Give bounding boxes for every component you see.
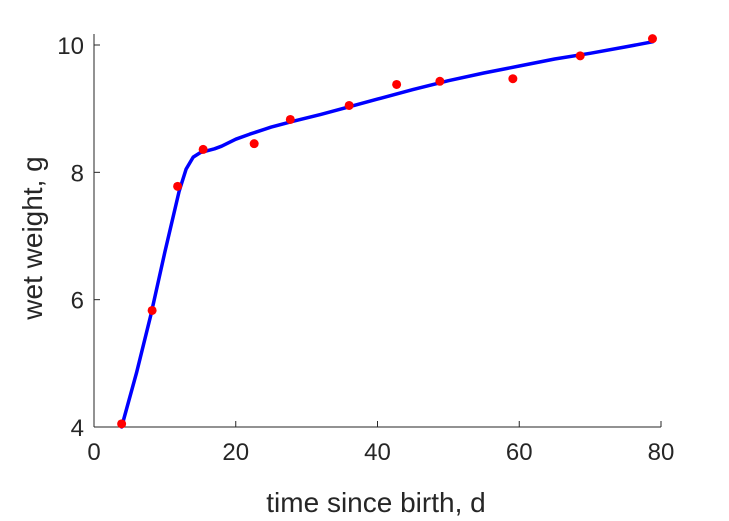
fit-curve-layer bbox=[119, 40, 655, 429]
data-point bbox=[435, 76, 445, 86]
data-point bbox=[173, 181, 183, 191]
data-point bbox=[575, 51, 585, 61]
tick-labels: 0 20 40 60 80 4 6 8 10 bbox=[57, 33, 674, 466]
y-tick-label: 10 bbox=[57, 33, 84, 60]
x-tick-label: 0 bbox=[87, 439, 100, 466]
data-point bbox=[508, 74, 518, 84]
data-point bbox=[198, 144, 208, 154]
y-tick-label: 8 bbox=[71, 160, 84, 187]
y-tick-label: 4 bbox=[71, 415, 84, 442]
y-tick-label: 6 bbox=[71, 288, 84, 315]
x-tick-label: 20 bbox=[222, 439, 249, 466]
data-point bbox=[249, 139, 259, 149]
data-point bbox=[344, 100, 354, 110]
y-axis-label: wet weight, g bbox=[17, 156, 48, 320]
data-point bbox=[285, 114, 295, 124]
data-point bbox=[647, 34, 657, 44]
x-tick-label: 80 bbox=[648, 439, 675, 466]
x-tick-label: 40 bbox=[364, 439, 391, 466]
x-axis-label: time since birth, d bbox=[266, 487, 485, 518]
data-points-layer bbox=[117, 34, 657, 429]
data-point bbox=[117, 419, 127, 429]
data-point bbox=[147, 305, 157, 315]
fit-curve bbox=[119, 40, 655, 429]
data-point bbox=[392, 79, 402, 89]
x-tick-label: 60 bbox=[506, 439, 533, 466]
axes bbox=[93, 34, 662, 428]
